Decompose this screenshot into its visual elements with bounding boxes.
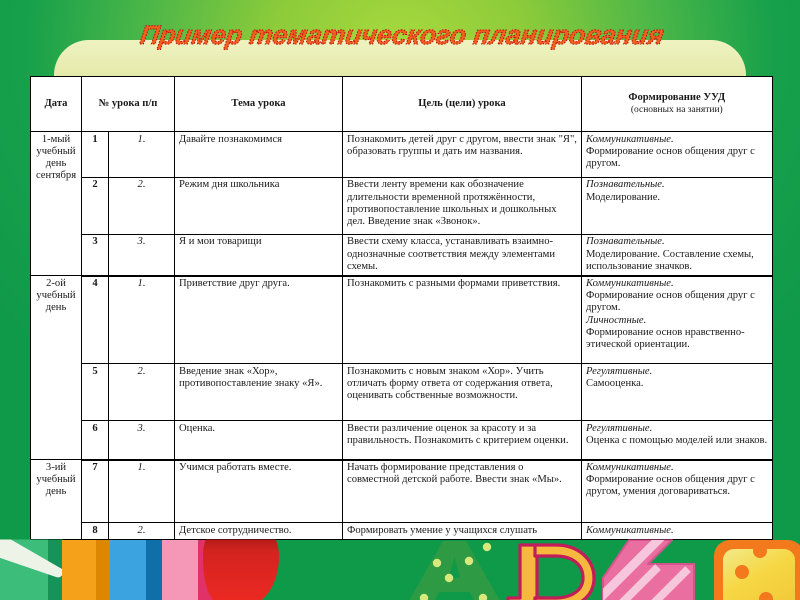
svg-text:Пример тематического планирова: Пример тематического планирования (138, 20, 666, 50)
